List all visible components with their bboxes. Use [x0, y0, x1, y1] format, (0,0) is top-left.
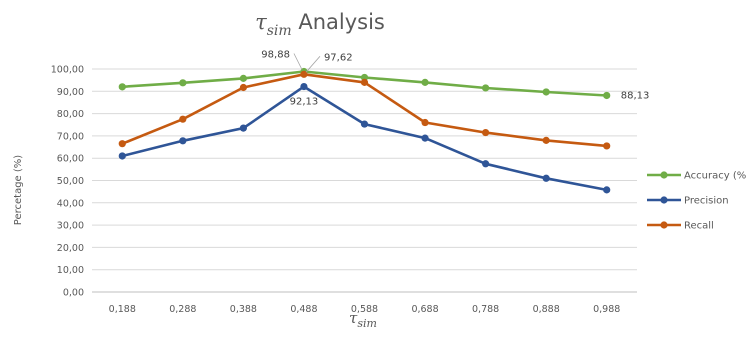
data-point [482, 128, 490, 137]
series-lines [118, 67, 611, 194]
chart-title: τsim Analysis [255, 10, 385, 39]
legend-swatch-marker [660, 171, 668, 179]
data-point [482, 84, 490, 92]
data-label: 92,13 [290, 97, 319, 108]
data-point [421, 118, 429, 127]
y-tick-label: 100,00 [51, 65, 84, 76]
y-tick-label: 80,00 [57, 109, 84, 120]
legend-item: Precision [647, 196, 729, 207]
data-point [239, 74, 247, 82]
legend-swatch-marker [660, 196, 668, 204]
legend-swatch-marker [660, 221, 668, 229]
x-axis-label-subscript: sim [357, 317, 377, 330]
x-tick-label: 0,688 [411, 304, 438, 315]
annotation-leader [293, 53, 303, 70]
x-axis-label: τsim [349, 309, 377, 330]
data-point [603, 91, 611, 100]
y-tick-label: 30,00 [57, 221, 84, 232]
data-point [179, 115, 187, 123]
data-point [360, 120, 369, 128]
chart-title-subscript: sim [267, 23, 292, 39]
data-label: 88,13 [621, 90, 650, 101]
x-axis-ticks: 0,188 0,288 0,388 0,488 0,588 0,688 0,788 0,888… [109, 304, 621, 315]
y-tick-label: 50,00 [57, 176, 84, 187]
data-point [542, 88, 550, 96]
data-point [179, 79, 187, 87]
data-point [118, 83, 126, 91]
legend-label: Recall [684, 221, 714, 232]
data-point [239, 124, 247, 132]
chart-title-text: Analysis [292, 10, 385, 34]
x-tick-label: 0,788 [472, 304, 499, 315]
x-tick-label: 0,188 [109, 304, 136, 315]
y-tick-label: 40,00 [57, 198, 84, 209]
data-point [118, 140, 126, 148]
y-axis-label: Percetage (%) [13, 155, 24, 225]
series-recall [118, 70, 611, 150]
y-tick-label: 90,00 [57, 87, 84, 98]
data-point [360, 78, 369, 86]
legend: Accuracy (%) Precision Recall [647, 171, 746, 232]
y-tick-label: 60,00 [57, 154, 84, 165]
legend-label: Accuracy (%) [684, 171, 746, 182]
x-tick-label: 0,388 [230, 304, 257, 315]
data-point [542, 174, 550, 182]
y-tick-label: 70,00 [57, 131, 84, 142]
y-axis-ticks: 0,00 10,00 20,00 30,00 40,00 50,00 60,00 70,00 8… [51, 65, 84, 299]
y-tick-label: 0,00 [63, 288, 84, 299]
data-point [542, 136, 550, 144]
y-tick-label: 20,00 [57, 243, 84, 254]
chart-title-symbol: τ [255, 10, 267, 34]
data-point [300, 82, 308, 91]
y-tick-label: 10,00 [57, 265, 84, 276]
data-annotations: 98,88 97,62 92,13 88,13 [261, 49, 649, 107]
annotation-leader [305, 56, 321, 73]
data-point [239, 83, 247, 92]
data-point [118, 152, 126, 160]
data-point [421, 134, 429, 142]
legend-item: Accuracy (%) [647, 171, 746, 182]
data-point [603, 186, 611, 194]
data-point [300, 70, 308, 78]
x-tick-label: 0,988 [593, 304, 620, 315]
x-tick-label: 0,288 [169, 304, 196, 315]
legend-item: Recall [647, 221, 714, 232]
legend-label: Precision [684, 196, 729, 207]
series-accuracy [118, 67, 611, 100]
x-axis-label-symbol: τ [349, 309, 358, 327]
x-tick-label: 0,488 [290, 304, 317, 315]
data-point [603, 142, 611, 150]
series-precision [118, 82, 611, 194]
data-label: 97,62 [324, 52, 353, 63]
data-point [482, 160, 490, 168]
data-label: 98,88 [261, 49, 290, 60]
data-point [421, 78, 429, 86]
x-tick-label: 0,588 [351, 304, 378, 315]
data-point [179, 137, 187, 145]
x-tick-label: 0,888 [533, 304, 560, 315]
